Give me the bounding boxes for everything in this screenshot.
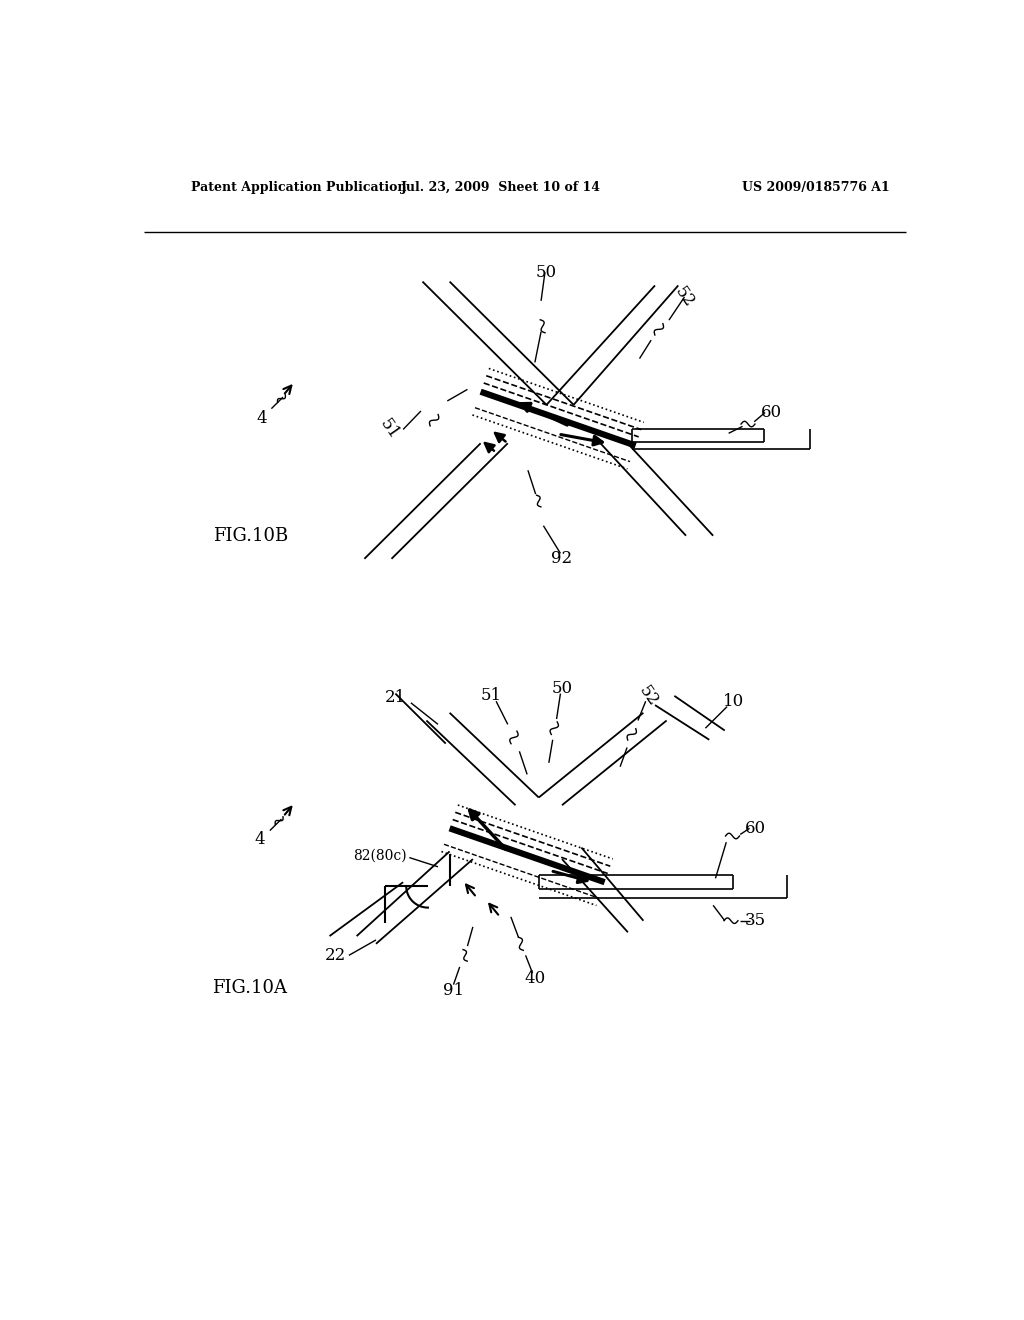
Text: 51: 51	[376, 416, 402, 444]
Text: 4: 4	[257, 411, 267, 428]
Text: 50: 50	[552, 680, 572, 697]
Text: FIG.10A: FIG.10A	[212, 979, 287, 998]
Text: 21: 21	[385, 689, 406, 706]
Text: Jul. 23, 2009  Sheet 10 of 14: Jul. 23, 2009 Sheet 10 of 14	[401, 181, 601, 194]
Text: 22: 22	[325, 946, 346, 964]
Text: 82(80c): 82(80c)	[353, 849, 407, 862]
Text: 4: 4	[254, 832, 265, 849]
Text: 35: 35	[745, 912, 766, 929]
Text: 10: 10	[723, 693, 744, 710]
Text: 50: 50	[536, 264, 557, 281]
Text: 91: 91	[443, 982, 464, 998]
Text: 51: 51	[480, 688, 502, 705]
Text: 40: 40	[524, 970, 546, 987]
Text: FIG.10B: FIG.10B	[213, 527, 289, 545]
Text: 52: 52	[636, 682, 662, 709]
Text: Patent Application Publication: Patent Application Publication	[191, 181, 407, 194]
Text: 60: 60	[745, 820, 766, 837]
Text: 92: 92	[552, 550, 572, 568]
Text: US 2009/0185776 A1: US 2009/0185776 A1	[742, 181, 890, 194]
Text: 60: 60	[761, 404, 781, 421]
Text: 52: 52	[672, 284, 697, 310]
